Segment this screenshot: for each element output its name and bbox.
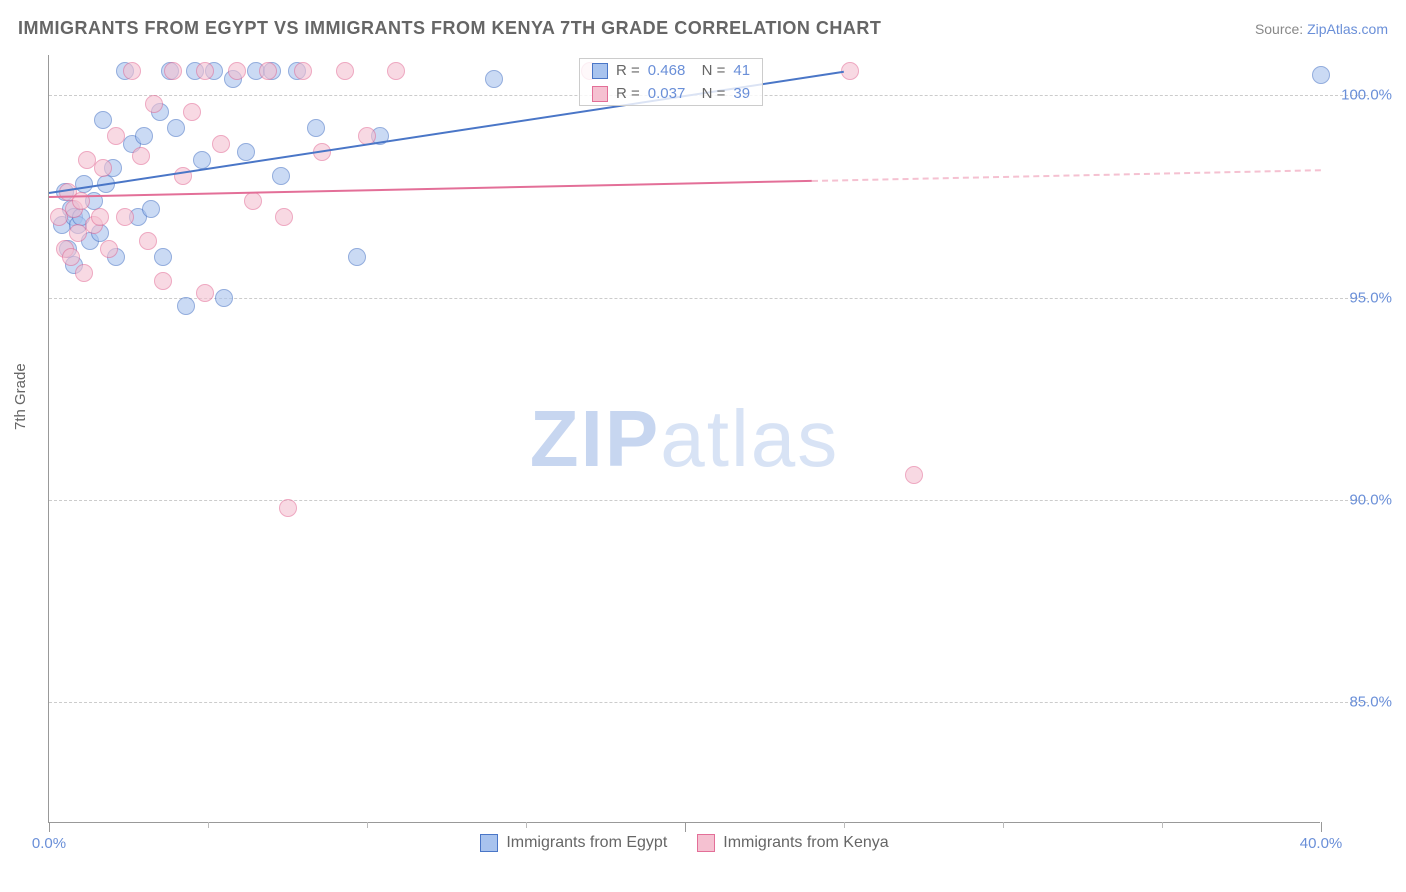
y-tick-label: 100.0% [1341, 87, 1392, 104]
x-tick-minor [526, 822, 527, 828]
trend-line [812, 170, 1321, 183]
legend-swatch [592, 63, 608, 79]
data-point [237, 143, 255, 161]
x-tick-minor [1003, 822, 1004, 828]
data-point [228, 62, 246, 80]
chart-title: IMMIGRANTS FROM EGYPT VS IMMIGRANTS FROM… [18, 18, 881, 39]
legend-label: Immigrants from Egypt [506, 834, 667, 852]
legend-swatch [697, 834, 715, 852]
data-point [145, 95, 163, 113]
data-point [139, 232, 157, 250]
data-point [142, 200, 160, 218]
data-point [294, 62, 312, 80]
source-label: Source: ZipAtlas.com [1255, 21, 1388, 37]
n-value: 41 [733, 62, 750, 79]
r-value: 0.468 [648, 62, 686, 79]
data-point [196, 62, 214, 80]
y-axis-label: 7th Grade [12, 363, 29, 430]
data-point [107, 127, 125, 145]
data-point [91, 208, 109, 226]
x-tick-minor [367, 822, 368, 828]
data-point [94, 111, 112, 129]
y-tick-label: 95.0% [1349, 289, 1392, 306]
data-point [75, 175, 93, 193]
x-tick-minor [208, 822, 209, 828]
data-point [62, 248, 80, 266]
data-point [348, 248, 366, 266]
legend-item: Immigrants from Kenya [697, 834, 888, 852]
x-tick [49, 822, 50, 832]
y-tick-label: 85.0% [1349, 693, 1392, 710]
data-point [183, 103, 201, 121]
data-point [164, 62, 182, 80]
data-point [215, 289, 233, 307]
stats-legend: R = 0.468 N = 41R = 0.037 N = 39 [579, 58, 763, 106]
scatter-plot: ZIPatlas 85.0%90.0%95.0%100.0%0.0%40.0%I… [48, 55, 1320, 823]
data-point [1312, 66, 1330, 84]
stats-legend-row: R = 0.468 N = 41 [580, 59, 762, 82]
data-point [135, 127, 153, 145]
data-point [272, 167, 290, 185]
data-point [177, 297, 195, 315]
data-point [275, 208, 293, 226]
trend-line [49, 180, 812, 198]
x-tick-minor [844, 822, 845, 828]
legend-label: Immigrants from Kenya [723, 834, 888, 852]
data-point [196, 284, 214, 302]
data-point [244, 192, 262, 210]
y-tick-label: 90.0% [1349, 491, 1392, 508]
legend-bottom: Immigrants from Egypt Immigrants from Ken… [49, 834, 1320, 852]
n-value: 39 [733, 85, 750, 102]
gridline [49, 500, 1368, 501]
data-point [212, 135, 230, 153]
data-point [94, 159, 112, 177]
source-link[interactable]: ZipAtlas.com [1307, 21, 1388, 37]
data-point [279, 499, 297, 517]
chart-header: IMMIGRANTS FROM EGYPT VS IMMIGRANTS FROM… [18, 18, 1388, 39]
watermark: ZIPatlas [530, 393, 839, 485]
data-point [905, 466, 923, 484]
x-tick [1321, 822, 1322, 832]
data-point [167, 119, 185, 137]
x-tick-minor [1162, 822, 1163, 828]
legend-swatch [592, 86, 608, 102]
x-tick [685, 822, 686, 832]
data-point [387, 62, 405, 80]
data-point [193, 151, 211, 169]
gridline [49, 298, 1368, 299]
legend-item: Immigrants from Egypt [480, 834, 667, 852]
data-point [75, 264, 93, 282]
data-point [123, 62, 141, 80]
r-value: 0.037 [648, 85, 686, 102]
data-point [307, 119, 325, 137]
stats-legend-row: R = 0.037 N = 39 [580, 82, 762, 105]
data-point [259, 62, 277, 80]
data-point [154, 248, 172, 266]
gridline [49, 702, 1368, 703]
data-point [154, 272, 172, 290]
legend-swatch [480, 834, 498, 852]
data-point [100, 240, 118, 258]
data-point [485, 70, 503, 88]
data-point [116, 208, 134, 226]
data-point [336, 62, 354, 80]
data-point [132, 147, 150, 165]
